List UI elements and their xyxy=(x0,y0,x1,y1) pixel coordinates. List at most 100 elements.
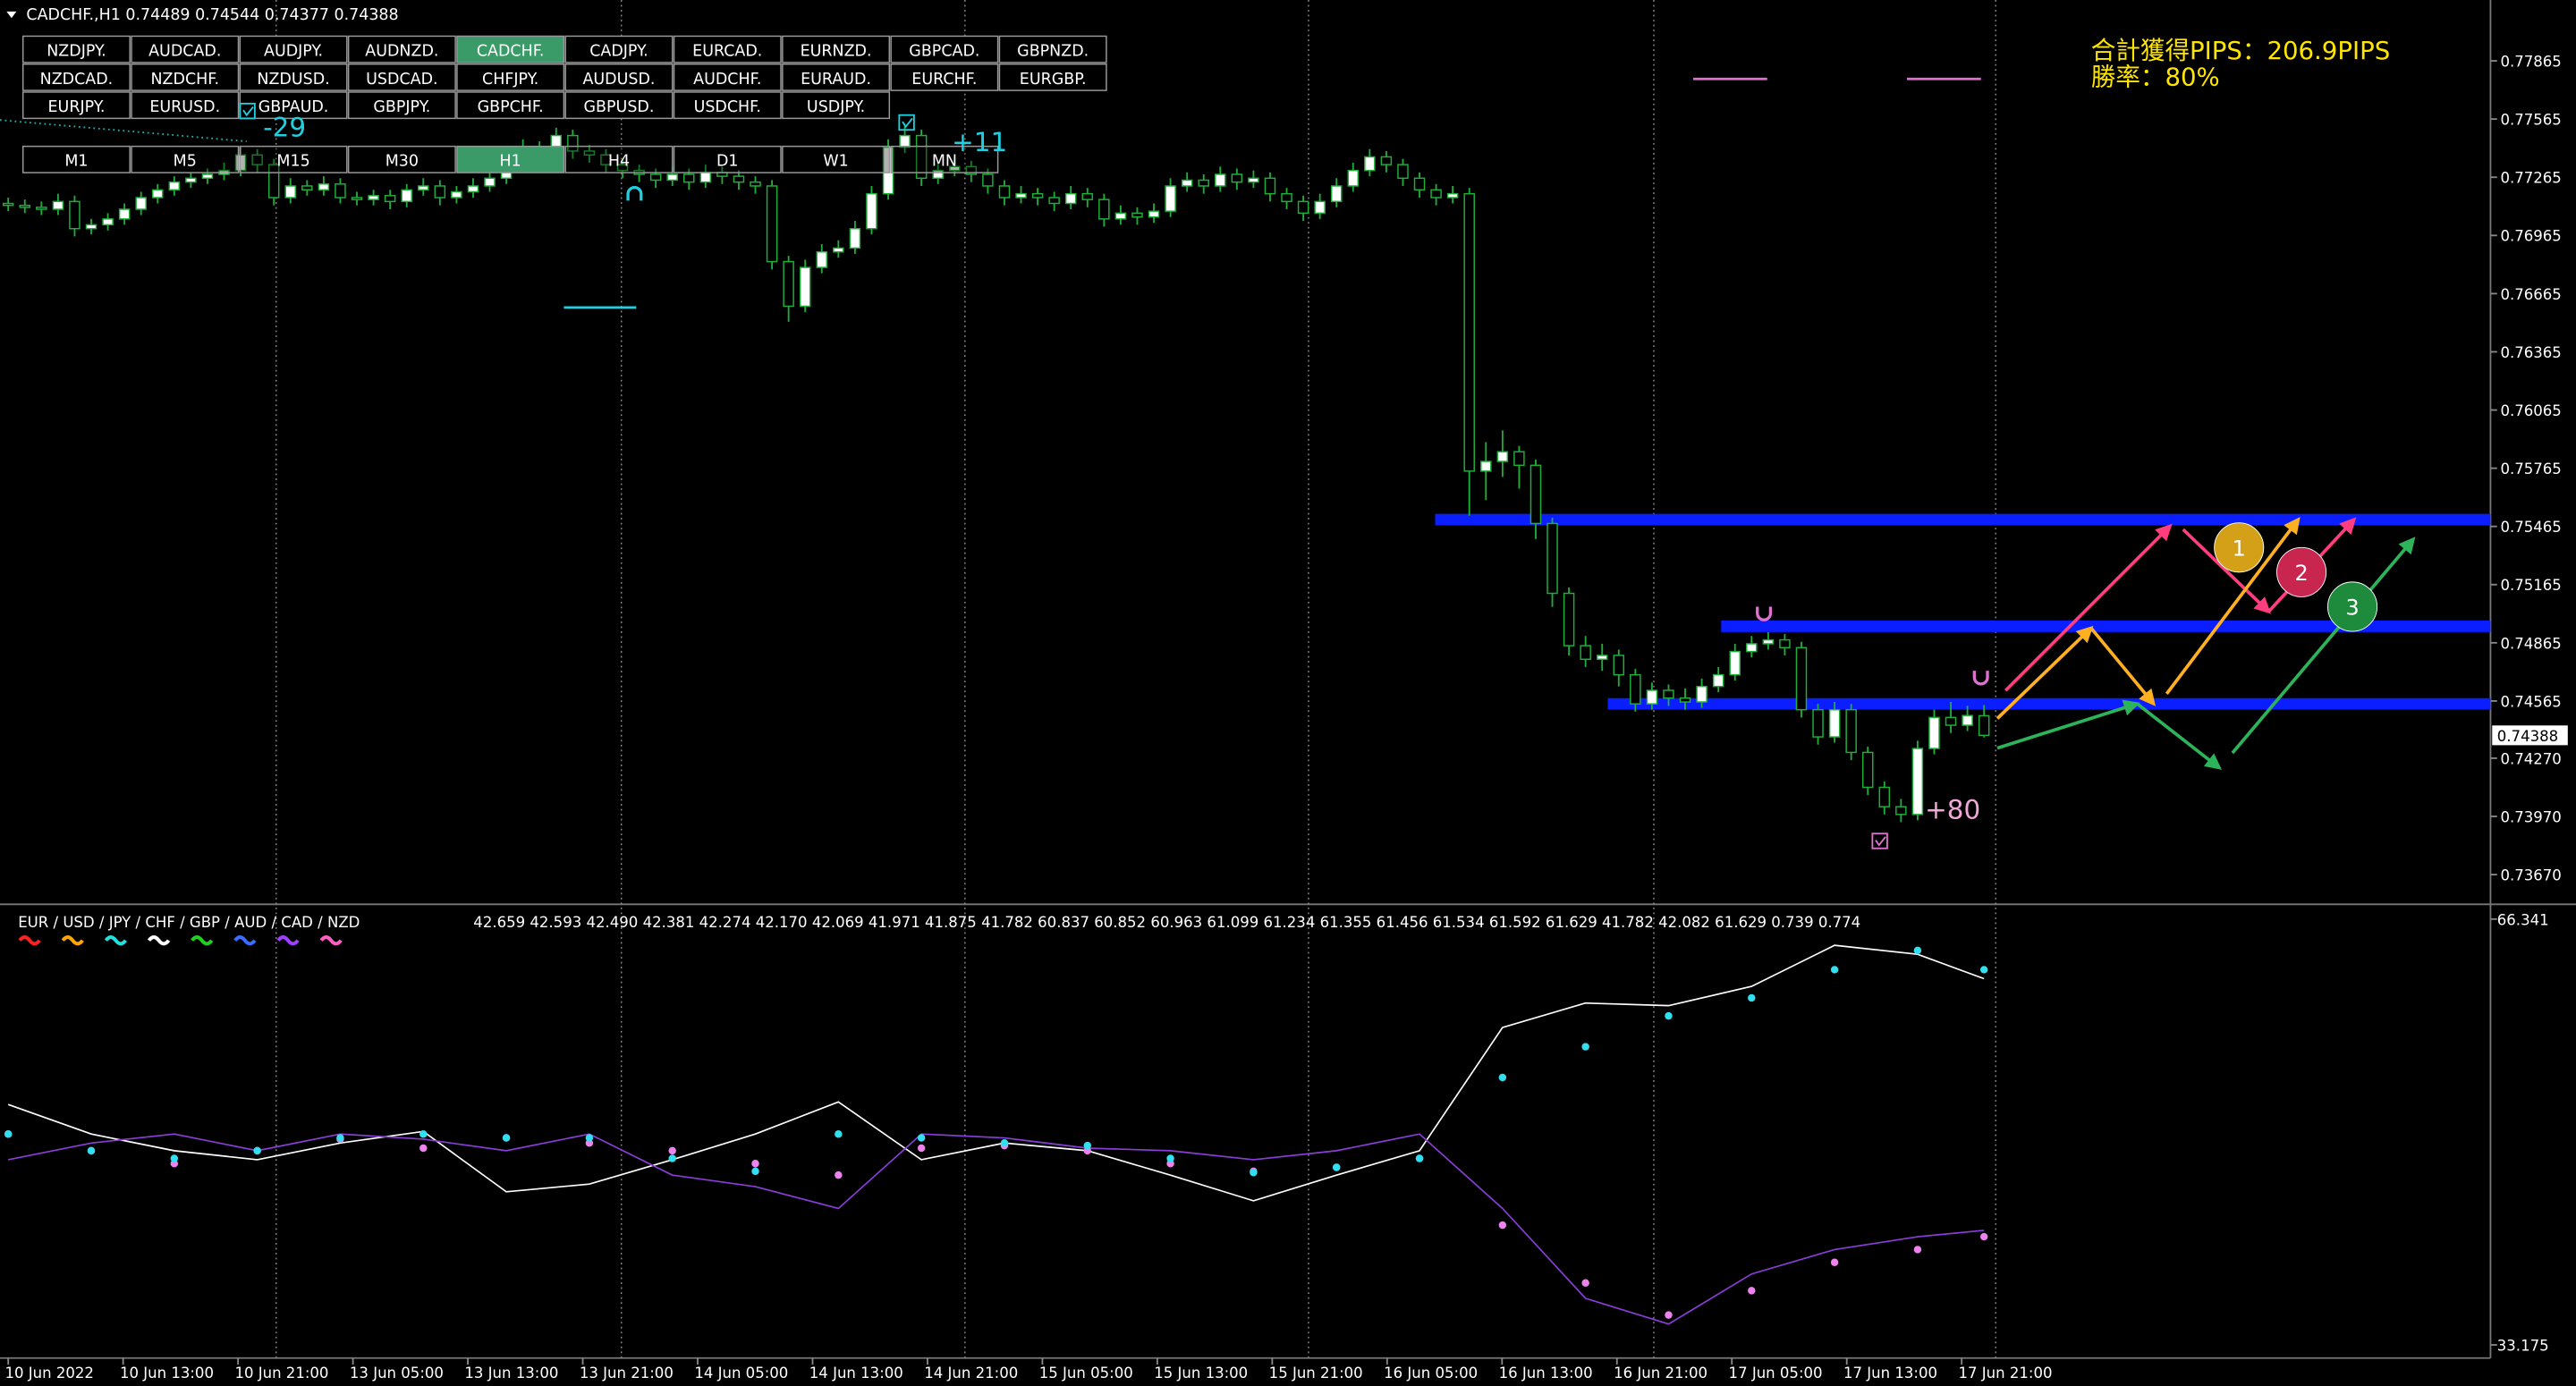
symbol-label[interactable]: CHFJPY. xyxy=(482,71,538,89)
symbol-button[interactable] xyxy=(131,91,240,120)
symbol-button[interactable] xyxy=(564,63,674,91)
symbol-label[interactable]: AUDJPY. xyxy=(264,43,323,61)
x-tick-label: 15 Jun 05:00 xyxy=(1039,1365,1133,1382)
symbol-label[interactable]: AUDUSD. xyxy=(582,71,655,89)
symbol-label[interactable]: GBPJPY. xyxy=(373,98,430,116)
timeframe-label[interactable]: H1 xyxy=(500,153,521,171)
candle-body xyxy=(1430,189,1442,199)
symbol-label[interactable]: GBPAUD. xyxy=(258,98,329,116)
symbol-button[interactable] xyxy=(21,91,131,120)
symbol-button[interactable] xyxy=(131,63,240,91)
symbol-button[interactable] xyxy=(239,91,348,120)
symbol-button[interactable] xyxy=(890,63,999,91)
candle-body xyxy=(1962,714,1973,726)
candle-body xyxy=(1364,156,1376,172)
symbol-label[interactable]: AUDCAD. xyxy=(148,43,221,61)
symbol-label[interactable]: EURNZD. xyxy=(801,43,872,61)
symbol-label[interactable]: NZDUSD. xyxy=(257,71,329,89)
timeframe-label[interactable]: M1 xyxy=(64,153,88,171)
timeframe-button[interactable] xyxy=(456,145,565,173)
symbol-button[interactable] xyxy=(456,91,565,120)
candle-body xyxy=(1330,185,1343,203)
symbol-label[interactable]: NZDCHF. xyxy=(150,71,219,89)
indicator-dot xyxy=(1498,1221,1507,1230)
timeframe-button[interactable] xyxy=(782,145,891,173)
timeframe-label[interactable]: M15 xyxy=(276,153,309,171)
symbol-button[interactable] xyxy=(456,63,565,91)
symbol-label[interactable]: AUDNZD. xyxy=(365,43,438,61)
symbol-button[interactable] xyxy=(21,63,131,91)
symbol-button[interactable] xyxy=(347,63,456,91)
symbol-button[interactable] xyxy=(998,63,1107,91)
symbol-button[interactable] xyxy=(673,63,782,91)
candle-body xyxy=(1131,212,1143,218)
check-icon xyxy=(242,106,254,117)
indicator-dot xyxy=(336,1134,344,1142)
symbol-button[interactable] xyxy=(21,35,131,63)
symbol-label[interactable]: CADJPY. xyxy=(589,43,648,61)
arrow xyxy=(2004,523,2173,692)
symbol-label[interactable]: EURJPY. xyxy=(48,98,106,116)
symbol-label[interactable]: USDCHF. xyxy=(694,98,761,116)
x-tick-label: 13 Jun 21:00 xyxy=(580,1365,674,1382)
symbol-button[interactable] xyxy=(239,35,348,63)
symbol-label[interactable]: USDJPY. xyxy=(807,98,865,116)
symbol-button[interactable] xyxy=(890,35,999,63)
timeframe-label[interactable]: M5 xyxy=(174,153,197,171)
candle-body xyxy=(766,185,778,263)
symbol-button[interactable] xyxy=(782,63,891,91)
timeframe-button[interactable] xyxy=(673,145,782,173)
candle-body xyxy=(1746,643,1758,653)
candle-body xyxy=(1165,185,1176,212)
symbol-label[interactable]: EURUSD. xyxy=(149,98,220,116)
timeframe-button[interactable] xyxy=(890,145,999,173)
timeframe-label[interactable]: M30 xyxy=(386,153,419,171)
legend-swatch xyxy=(319,935,343,946)
symbol-button[interactable] xyxy=(782,91,891,120)
symbol-label[interactable]: EURCHF. xyxy=(911,71,977,89)
timeframe-label[interactable]: MN xyxy=(932,153,957,171)
timeframe-button[interactable] xyxy=(564,145,674,173)
candle-body xyxy=(666,173,678,182)
timeframe-label[interactable]: H4 xyxy=(608,153,630,171)
symbol-button[interactable] xyxy=(782,35,891,63)
timeframe-button[interactable] xyxy=(21,145,131,173)
timeframe-button[interactable] xyxy=(131,145,240,173)
symbol-label[interactable]: EURGBP. xyxy=(1020,71,1087,89)
symbol-button[interactable] xyxy=(564,35,674,63)
symbol-button[interactable] xyxy=(456,35,565,63)
timeframe-button[interactable] xyxy=(239,145,348,173)
symbol-button[interactable] xyxy=(131,35,240,63)
symbol-button[interactable] xyxy=(564,91,674,120)
symbol-button[interactable] xyxy=(673,35,782,63)
indicator-dot xyxy=(1979,1232,1988,1241)
timeframe-label[interactable]: D1 xyxy=(716,153,739,171)
symbol-label[interactable]: EURAUD. xyxy=(801,71,871,89)
indicator-dot xyxy=(1581,1279,1589,1287)
symbol-label[interactable]: NZDJPY. xyxy=(47,43,106,61)
candle-body xyxy=(1928,716,1940,749)
indicator-dot xyxy=(1748,993,1756,1002)
symbol-label[interactable]: GBPCHF. xyxy=(478,98,544,116)
symbol-label[interactable]: GBPCAD. xyxy=(909,43,979,61)
symbol-label[interactable]: GBPUSD. xyxy=(584,98,655,116)
symbol-button[interactable] xyxy=(998,35,1107,63)
symbol-label[interactable]: EURCAD. xyxy=(692,43,762,61)
symbol-button[interactable] xyxy=(347,91,456,120)
menu-triangle[interactable] xyxy=(6,11,17,19)
symbol-label[interactable]: NZDCAD. xyxy=(40,71,114,89)
candle-body xyxy=(1181,179,1193,187)
candle-body xyxy=(1762,638,1775,645)
symbol-label[interactable]: CADCHF. xyxy=(477,43,545,61)
symbol-label[interactable]: AUDCHF. xyxy=(693,71,761,89)
symbol-button[interactable] xyxy=(239,63,348,91)
symbol-label[interactable]: USDCAD. xyxy=(366,71,437,89)
symbol-button[interactable] xyxy=(673,91,782,120)
trade-result: +11 xyxy=(952,127,1007,157)
symbol-label[interactable]: GBPNZD. xyxy=(1017,43,1089,61)
indicator-dot xyxy=(1830,966,1839,974)
timeframe-label[interactable]: W1 xyxy=(823,153,848,171)
timeframe-button[interactable] xyxy=(347,145,456,173)
symbol-button[interactable] xyxy=(347,35,456,63)
candle-body xyxy=(1546,522,1558,595)
